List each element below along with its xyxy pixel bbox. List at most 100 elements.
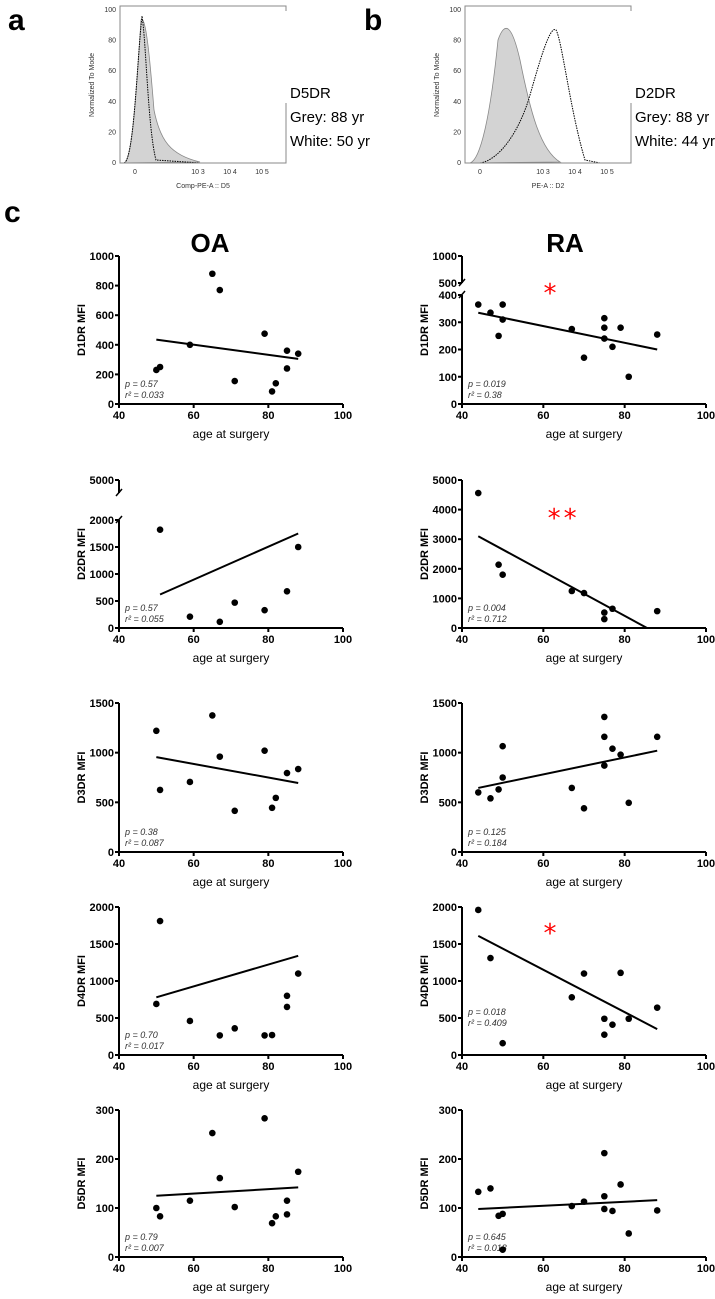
oa-d1dr-ytick-label: 1000 bbox=[90, 251, 114, 263]
ra-d5dr-data-point bbox=[601, 1149, 608, 1157]
ra-d1dr-p-value: p = 0.019 bbox=[467, 379, 506, 389]
histogram-a-xlabel: Comp-PE-A :: D5 bbox=[176, 183, 230, 190]
histogram-b-legend-2: White: 44 yr bbox=[635, 133, 715, 150]
ra-d5dr-data-point bbox=[499, 1210, 506, 1218]
oa-d1dr-r-squared: r² = 0.033 bbox=[125, 390, 164, 400]
histogram-b-xlabel: PE-A :: D2 bbox=[532, 183, 565, 190]
ra-d4dr-data-point bbox=[474, 906, 482, 914]
ra-d3dr-data-point bbox=[653, 733, 661, 741]
oa-d2dr-ytick-label: 5000 bbox=[90, 475, 114, 487]
oa-d4dr-xtick-label: 80 bbox=[262, 1061, 274, 1073]
histogram-a-ylabel: Normalized To Mode bbox=[89, 53, 96, 117]
oa-d5dr-y-axis-label: D5DR MFI bbox=[76, 1158, 88, 1210]
oa-d5dr-data-point bbox=[209, 1129, 216, 1137]
histogram-a-xtick: 0 bbox=[133, 169, 137, 176]
ra-d3dr-data-point bbox=[568, 784, 576, 792]
oa-d2dr-data-point bbox=[186, 613, 194, 620]
oa-d5dr-ytick-label: 200 bbox=[96, 1154, 114, 1166]
histogram-b-legend-1: Grey: 88 yr bbox=[635, 109, 709, 126]
ra-d3dr-xtick-label: 60 bbox=[537, 858, 549, 870]
ra-d5dr-xtick-label: 80 bbox=[619, 1263, 631, 1275]
oa-d5dr-ytick-label: 100 bbox=[96, 1203, 114, 1215]
ra-d1dr-ytick-label: 300 bbox=[439, 317, 457, 329]
ra-d5dr-x-axis-label: age at surgery bbox=[546, 1280, 623, 1294]
histogram-a-ytick: 80 bbox=[108, 38, 116, 45]
oa-d4dr-data-point bbox=[294, 970, 302, 977]
ra-d3dr-data-point bbox=[601, 733, 608, 741]
ra-d5dr-data-point bbox=[653, 1207, 661, 1214]
histogram-b-xtick: 10 5 bbox=[600, 169, 614, 176]
oa-d1dr-data-point bbox=[231, 377, 239, 385]
oa-d3dr-data-point bbox=[153, 727, 160, 735]
oa-d1dr-ytick-label: 600 bbox=[96, 310, 114, 322]
ra-d1dr-ytick-label: 100 bbox=[439, 372, 457, 384]
oa-d3dr-xtick-label: 80 bbox=[262, 858, 274, 870]
ra-d2dr-ytick-label: 2000 bbox=[433, 564, 457, 576]
ra-d5dr-xtick-label: 60 bbox=[537, 1263, 549, 1275]
oa-d2dr-data-point bbox=[283, 587, 291, 595]
ra-d1dr-data-point bbox=[568, 325, 576, 333]
ra-d5dr-ytick-label: 300 bbox=[439, 1105, 457, 1117]
oa-d5dr-data-point bbox=[268, 1219, 276, 1227]
oa-d2dr-ytick-label: 1500 bbox=[90, 542, 114, 554]
ra-d5dr-data-point bbox=[499, 1246, 506, 1253]
histogram-a-xtick: 10 4 bbox=[223, 169, 237, 176]
histogram-a-ytick: 40 bbox=[108, 99, 116, 106]
histogram-b-white-histogram bbox=[479, 29, 601, 164]
ra-d4dr-p-value: p = 0.018 bbox=[467, 1007, 506, 1017]
oa-d5dr-ytick-label: 0 bbox=[108, 1252, 114, 1264]
histogram-b-grey-histogram bbox=[469, 28, 562, 164]
histogram-b-ytick: 40 bbox=[453, 99, 461, 106]
histogram-a-ytick: 100 bbox=[104, 7, 116, 14]
oa-d1dr-data-point bbox=[261, 330, 268, 338]
oa-d5dr-data-point bbox=[272, 1213, 280, 1220]
ra-d3dr-ytick-label: 0 bbox=[451, 847, 457, 859]
ra-d1dr-data-point bbox=[495, 332, 502, 340]
ra-d4dr-data-point bbox=[580, 970, 588, 977]
ra-d4dr-xtick-label: 40 bbox=[456, 1061, 468, 1073]
oa-d4dr-ytick-label: 0 bbox=[108, 1050, 114, 1062]
ra-d2dr-ytick-label: 3000 bbox=[433, 534, 457, 546]
oa-d2dr-ytick-label: 500 bbox=[96, 596, 114, 608]
oa-d1dr-ytick-label: 200 bbox=[96, 369, 114, 381]
oa-d2dr-data-point bbox=[156, 526, 164, 534]
ra-d3dr-ytick-label: 1000 bbox=[433, 748, 457, 760]
ra-d3dr-ytick-label: 1500 bbox=[433, 698, 457, 710]
oa-d1dr-ytick-label: 800 bbox=[96, 281, 114, 293]
oa-d2dr-data-point bbox=[261, 606, 268, 614]
histogram-b-frame bbox=[464, 5, 632, 164]
ra-d5dr-data-point bbox=[617, 1181, 624, 1188]
histogram-b-ytick: 0 bbox=[457, 160, 461, 167]
ra-d2dr-data-point bbox=[609, 605, 616, 613]
oa-d3dr-data-point bbox=[272, 794, 280, 802]
ra-d2dr-data-point bbox=[568, 587, 576, 595]
ra-d3dr-r-squared: r² = 0.184 bbox=[468, 838, 507, 848]
ra-d5dr-ytick-label: 100 bbox=[439, 1203, 457, 1215]
ra-d1dr-data-point bbox=[499, 316, 506, 323]
oa-d3dr-data-point bbox=[186, 778, 194, 786]
ra-d3dr-xtick-label: 40 bbox=[456, 858, 468, 870]
oa-d1dr-data-point bbox=[294, 350, 302, 357]
ra-d4dr-significance-asterisk: * bbox=[543, 919, 559, 949]
ra-d3dr-data-point bbox=[495, 786, 502, 793]
ra-d1dr-data-point bbox=[601, 335, 608, 342]
ra-d4dr-ytick-label: 1000 bbox=[433, 976, 457, 988]
ra-d2dr-y-axis-label: D2DR MFI bbox=[419, 528, 431, 580]
ra-d1dr-x-axis-label: age at surgery bbox=[546, 427, 623, 441]
ra-d1dr-ytick-label: 500 bbox=[439, 278, 457, 290]
ra-d1dr-xtick-label: 80 bbox=[619, 410, 631, 422]
oa-d2dr-xtick-label: 60 bbox=[188, 634, 200, 646]
oa-d1dr-y-axis-label: D1DR MFI bbox=[76, 304, 88, 356]
oa-d2dr-regression-line bbox=[159, 532, 299, 596]
ra-d5dr-regression-line bbox=[478, 1199, 658, 1210]
oa-d3dr-data-point bbox=[294, 765, 302, 773]
ra-d1dr-data-point bbox=[653, 331, 661, 338]
oa-d1dr-data-point bbox=[216, 286, 224, 294]
oa-d4dr-ytick-label: 2000 bbox=[90, 902, 114, 914]
histogram-a-xtick: 10 5 bbox=[255, 169, 269, 176]
ra-d1dr-ytick-label: 1000 bbox=[433, 251, 457, 263]
ra-d2dr-r-squared: r² = 0.712 bbox=[468, 614, 507, 624]
ra-d5dr-ytick-label: 200 bbox=[439, 1154, 457, 1166]
histogram-b-xtick: 10 3 bbox=[536, 169, 550, 176]
